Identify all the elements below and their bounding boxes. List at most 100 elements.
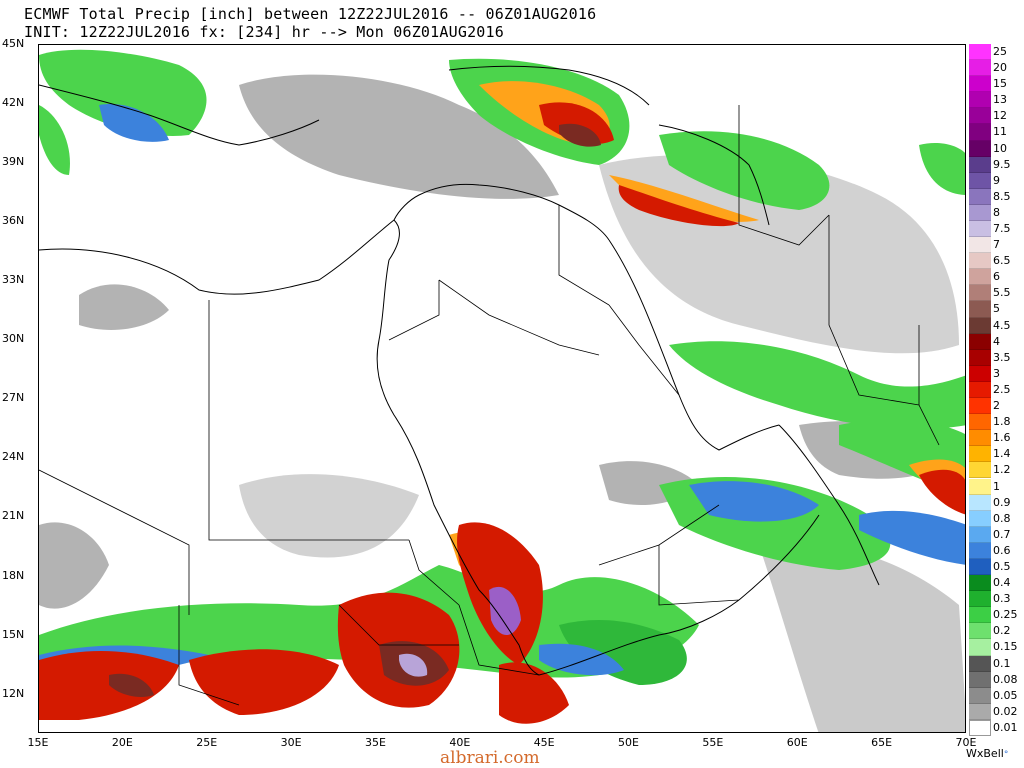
legend-entry: 9 xyxy=(969,172,1021,189)
legend-entry: 0.8 xyxy=(969,510,1021,527)
legend-entry: 1.8 xyxy=(969,414,1021,431)
legend-entry: 0.5 xyxy=(969,558,1021,576)
legend-swatch xyxy=(969,269,991,286)
legend-entry: 5 xyxy=(969,301,1021,318)
legend-entry: 1.2 xyxy=(969,462,1021,479)
legend-swatch xyxy=(969,365,991,382)
legend-entry: 3 xyxy=(969,365,1021,382)
legend-label: 8 xyxy=(993,205,1000,219)
lat-label: 18N xyxy=(2,568,25,582)
legend-swatch xyxy=(969,381,991,399)
legend-swatch xyxy=(969,237,991,254)
legend-label: 1.2 xyxy=(993,463,1011,477)
lon-label: 15E xyxy=(27,736,49,749)
precip-map xyxy=(38,44,966,733)
legend-entry: 11 xyxy=(969,124,1021,141)
precip-purple-areas xyxy=(399,586,521,677)
legend-entry: 0.25 xyxy=(969,607,1021,624)
legend-label: 0.01 xyxy=(993,720,1018,734)
legend-label: 25 xyxy=(993,45,1007,58)
legend-swatch xyxy=(969,398,991,415)
legend-swatch xyxy=(969,526,991,543)
legend-label: 1 xyxy=(993,479,1000,493)
lon-label: 20E xyxy=(111,736,133,749)
legend-label: 6.5 xyxy=(993,254,1011,268)
legend-swatch xyxy=(969,124,991,141)
legend-label: 1.6 xyxy=(993,431,1011,445)
legend-entry: 4 xyxy=(969,333,1021,350)
legend-swatch xyxy=(969,188,991,205)
legend-label: 3 xyxy=(993,366,1000,380)
legend-label: 2 xyxy=(993,399,1000,413)
legend-label: 4.5 xyxy=(993,318,1011,332)
lat-label: 24N xyxy=(2,450,25,464)
country-borders xyxy=(39,105,940,706)
legend-label: 4 xyxy=(993,334,1000,348)
map-canvas xyxy=(39,45,965,732)
lat-label: 30N xyxy=(2,332,25,346)
brand-text: WxBell xyxy=(966,747,1004,760)
legend-swatch xyxy=(969,462,991,479)
legend-swatch xyxy=(969,76,991,93)
legend-label: 0.05 xyxy=(993,688,1018,702)
legend-entry: 7.5 xyxy=(969,221,1021,238)
legend-label: 0.02 xyxy=(993,704,1018,718)
lat-label: 42N xyxy=(2,96,25,110)
legend-swatch xyxy=(969,140,991,157)
lon-label: 55E xyxy=(702,736,724,749)
legend-entry: 20 xyxy=(969,60,1021,77)
legend-label: 0.5 xyxy=(993,559,1011,573)
lat-label: 39N xyxy=(2,155,25,169)
legend-entry: 0.9 xyxy=(969,494,1021,511)
map-title: ECMWF Total Precip [inch] between 12Z22J… xyxy=(24,5,597,23)
coastlines xyxy=(39,65,880,676)
legend-swatch xyxy=(969,703,991,720)
legend-entry: 9.5 xyxy=(969,156,1021,173)
legend-label: 2.5 xyxy=(993,382,1011,396)
legend-entry: 25 xyxy=(969,44,1021,61)
legend-label: 0.2 xyxy=(993,624,1011,638)
legend-label: 12 xyxy=(993,109,1007,123)
legend-label: 7.5 xyxy=(993,222,1011,236)
lon-label: 30E xyxy=(280,736,302,749)
legend-entry: 8.5 xyxy=(969,188,1021,205)
lat-label: 33N xyxy=(2,273,25,287)
legend-entry: 0.05 xyxy=(969,687,1021,704)
legend-entry: 7 xyxy=(969,237,1021,254)
legend-swatch xyxy=(969,510,991,527)
lon-label: 45E xyxy=(533,736,555,749)
legend-label: 10 xyxy=(993,141,1007,155)
legend-label: 8.5 xyxy=(993,189,1011,203)
legend-entry: 0.01 xyxy=(969,719,1021,736)
legend-entry: 2.5 xyxy=(969,381,1021,399)
legend-label: 13 xyxy=(993,93,1007,107)
legend-entry: 1.6 xyxy=(969,430,1021,447)
legend-entry: 0.08 xyxy=(969,671,1021,688)
legend-label: 0.9 xyxy=(993,495,1011,509)
legend-label: 1.4 xyxy=(993,447,1011,461)
legend-entry: 10 xyxy=(969,140,1021,157)
legend-entry: 6 xyxy=(969,269,1021,286)
legend-swatch xyxy=(969,60,991,77)
legend-swatch xyxy=(969,333,991,350)
legend-entry: 2 xyxy=(969,398,1021,415)
legend-swatch xyxy=(969,414,991,431)
legend-entry: 0.4 xyxy=(969,575,1021,592)
legend-swatch xyxy=(969,542,991,559)
legend-swatch xyxy=(969,44,991,61)
lat-label: 36N xyxy=(2,214,25,228)
legend-swatch xyxy=(969,655,991,672)
legend-swatch xyxy=(969,687,991,704)
legend-swatch xyxy=(969,623,991,640)
legend-label: 6 xyxy=(993,270,1000,284)
brand-dot-icon: ° xyxy=(1003,750,1009,760)
legend-entry: 8 xyxy=(969,204,1021,221)
legend-entry: 0.3 xyxy=(969,591,1021,608)
precip-legend: 25 20 15 13 12 11 10 9.5 9 8.5 8 7.5 7 6.5 6 5.5 5 4.5 4 3.… xyxy=(969,44,1021,736)
lon-label: 65E xyxy=(871,736,893,749)
lon-label: 40E xyxy=(449,736,471,749)
legend-label: 0.1 xyxy=(993,656,1011,670)
lon-label: 60E xyxy=(786,736,808,749)
legend-swatch xyxy=(969,478,991,495)
legend-label: 0.8 xyxy=(993,511,1011,525)
